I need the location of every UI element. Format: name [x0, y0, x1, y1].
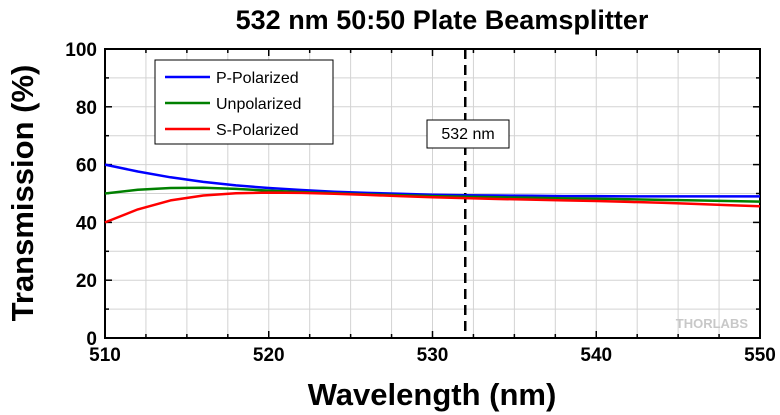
chart-title: 532 nm 50:50 Plate Beamsplitter: [236, 5, 649, 35]
y-tick-label: 80: [76, 98, 97, 119]
y-tick-label: 0: [86, 329, 97, 350]
x-tick-label: 550: [744, 345, 776, 366]
y-axis-label: Transmission (%): [5, 65, 40, 322]
x-tick-label: 540: [580, 345, 612, 366]
legend-label-p-polarized: P-Polarized: [216, 70, 299, 87]
x-tick-label: 530: [417, 345, 449, 366]
y-tick-label: 40: [76, 213, 97, 234]
series-line-s-polarized: [104, 191, 761, 224]
series-lines: [104, 163, 761, 224]
x-tick-label: 520: [253, 345, 285, 366]
legend: P-Polarized Unpolarized S-Polarized: [154, 59, 334, 145]
x-tick-label: 510: [89, 345, 121, 366]
legend-label-s-polarized: S-Polarized: [216, 122, 299, 139]
grid-lines: [105, 49, 760, 338]
y-tick-label: 20: [76, 271, 97, 292]
axis-tick-labels: 510 520 530 540 550 0 20 40 60 80 100: [65, 40, 776, 366]
y-tick-label: 100: [65, 40, 97, 61]
legend-label-unpolarized: Unpolarized: [216, 96, 301, 113]
x-axis-label: Wavelength (nm): [308, 377, 557, 412]
annotation-532nm-box: 532 nm: [426, 119, 510, 149]
y-tick-label: 60: [76, 156, 97, 177]
thorlabs-watermark: THORLABS: [676, 316, 749, 331]
series-line-p-polarized: [104, 163, 760, 198]
annotation-532nm-label: 532 nm: [441, 126, 494, 143]
